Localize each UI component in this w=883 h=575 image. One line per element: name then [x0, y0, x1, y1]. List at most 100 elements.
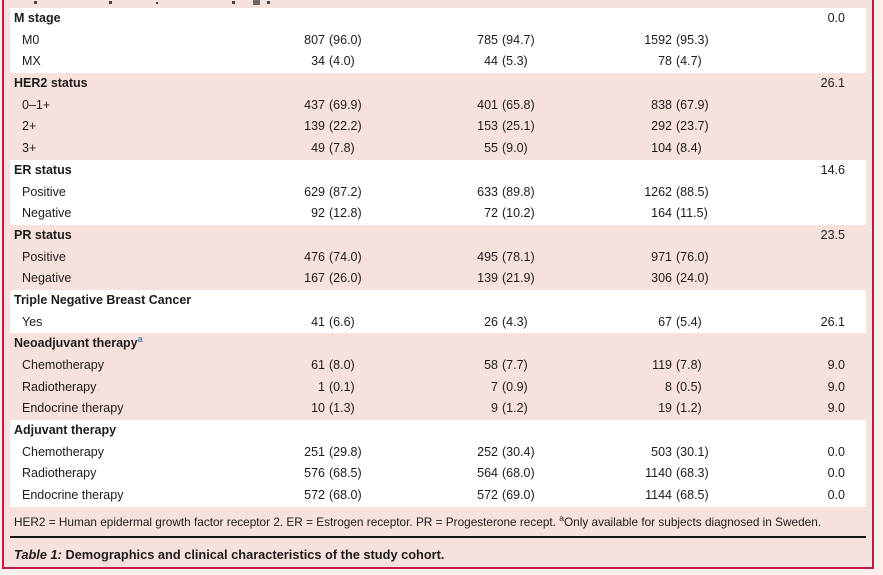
cell-cohort-1: [265, 290, 438, 312]
cell-cohort-2: 72 (10.2): [484, 206, 535, 221]
cell-cohort-1: 139 (22.2): [304, 119, 362, 134]
row-label: Endocrine therapy: [22, 401, 124, 416]
table-section: M stage 0.0 M0 807 (96.0) 785 (94.7) 1592 (95.3)…: [10, 8, 866, 74]
cell-missing-pct: 14.6: [820, 162, 845, 177]
cell-missing-pct: [722, 95, 866, 117]
cell-cohort-2: [438, 225, 612, 247]
row-label: MX: [22, 54, 41, 69]
cell-total: 306 (24.0): [651, 271, 709, 286]
cell-cohort-2: 401 (65.8): [477, 97, 535, 112]
cell-cohort-1: 92 (12.8): [311, 206, 362, 221]
table-row: Radiotherapy 576 (68.5) 564 (68.0) 1140 (68.3)…: [10, 463, 866, 485]
cell-cohort-1: 476 (74.0): [304, 249, 362, 264]
row-label: M stage: [14, 11, 61, 25]
cell-missing-pct: [722, 138, 866, 160]
cell-cohort-2: 26 (4.3): [484, 314, 528, 329]
cell-cohort-1: [265, 160, 438, 182]
demographics-table: M stage 0.0 M0 807 (96.0) 785 (94.7) 1592 (95.3)…: [10, 8, 866, 507]
cell-missing-pct: [722, 51, 866, 73]
cell-cohort-2: 252 (30.4): [477, 444, 535, 459]
cell-total: [612, 225, 722, 247]
table-group-header-row: Triple Negative Breast Cancer: [10, 290, 866, 312]
footnote-marker: a: [559, 512, 564, 523]
table-section: Adjuvant therapy Chemotherapy 251 (29.8) 252…: [10, 420, 866, 507]
footnote-text-pre: HER2 = Human epidermal growth factor rec…: [14, 514, 560, 529]
table-row: Yes 41 (6.6) 26 (4.3) 67 (5.4) 26.1: [10, 312, 866, 334]
cell-total: 8 (0.5): [665, 379, 702, 394]
cell-total: 292 (23.7): [651, 119, 709, 134]
cell-missing-pct: [722, 203, 866, 225]
row-label: ER status: [14, 162, 72, 177]
cell-cohort-1: 629 (87.2): [304, 184, 362, 199]
cell-missing-pct: [722, 30, 866, 52]
cell-cohort-2: [438, 333, 612, 355]
cell-missing-pct: [722, 182, 866, 204]
footnote-text-post: Only available for subjects diagnosed in…: [563, 514, 822, 529]
row-label: Radiotherapy: [22, 466, 97, 481]
cell-cohort-1: 49 (7.8): [311, 141, 355, 156]
table-group-header-row: HER2 status 26.1: [10, 73, 866, 95]
row-label: Endocrine therapy: [22, 488, 124, 503]
row-label: Negative: [22, 271, 72, 286]
cell-total: [612, 8, 722, 30]
table-row: 2+ 139 (22.2) 153 (25.1) 292 (23.7): [10, 116, 866, 138]
cell-total: 1262 (88.5): [644, 184, 709, 199]
row-label: Adjuvant therapy: [14, 423, 117, 438]
table-row: Endocrine therapy 10 (1.3) 9 (1.2) 19 (1.2) 9.0: [10, 398, 866, 420]
cell-total: [612, 73, 722, 95]
table-group-header-row: PR status 23.5: [10, 225, 866, 247]
cell-missing-pct: 26.1: [820, 314, 845, 329]
table-row: Negative 92 (12.8) 72 (10.2) 164 (11.5): [10, 203, 866, 225]
cell-total: 503 (30.1): [651, 444, 709, 459]
caption-divider-rule: [10, 535, 866, 538]
table-row: M0 807 (96.0) 785 (94.7) 1592 (95.3): [10, 30, 866, 52]
cell-missing-pct: [722, 333, 866, 355]
row-label: Triple Negative Breast Cancer: [14, 292, 192, 307]
table-group-header-row: Adjuvant therapy: [10, 420, 866, 442]
cell-cohort-1: 41 (6.6): [311, 314, 355, 329]
cell-total: 971 (76.0): [651, 249, 709, 264]
cell-cohort-1: [265, 333, 438, 355]
cell-cohort-1: 807 (96.0): [304, 32, 362, 47]
row-label: Radiotherapy: [22, 379, 97, 394]
cell-cohort-2: 139 (21.9): [477, 271, 535, 286]
cell-missing-pct: 0.0: [827, 466, 845, 481]
cell-total: 1144 (68.5): [645, 488, 709, 503]
cell-missing-pct: 9.0: [827, 358, 845, 372]
cell-cohort-2: 9 (1.2): [491, 401, 528, 416]
cell-cohort-2: [438, 160, 612, 182]
table-row: Radiotherapy 1 (0.1) 7 (0.9) 8 (0.5) 9.0: [10, 377, 866, 399]
cell-total: 1140 (68.3): [645, 466, 709, 481]
row-label: 3+: [22, 141, 37, 156]
table-frame: M stage 0.0 M0 807 (96.0) 785 (94.7) 1592 (95.3)…: [2, 0, 874, 569]
cell-cohort-1: [265, 225, 438, 247]
cell-total: [612, 420, 722, 442]
cell-total: 164 (11.5): [651, 206, 708, 221]
table-section: Triple Negative Breast Cancer Yes 41 (6.6) 2…: [10, 289, 866, 334]
table-row: Chemotherapy 61 (8.0) 58 (7.7) 119 (7.8) 9.0: [10, 355, 866, 377]
cell-cohort-2: 495 (78.1): [477, 249, 535, 264]
table-section: Neoadjuvant therapya Chemotherapy 61 (8.0) 5…: [10, 333, 866, 420]
row-label: Positive: [22, 249, 66, 264]
row-label: Yes: [22, 314, 43, 329]
cell-cohort-2: 7 (0.9): [491, 379, 528, 394]
cell-cohort-1: 251 (29.8): [304, 444, 362, 459]
cell-missing-pct: 26.1: [820, 76, 845, 91]
cell-missing-pct: [722, 290, 866, 312]
cell-cohort-1: [265, 8, 438, 30]
cell-missing-pct: 9.0: [827, 401, 845, 416]
cell-total: 838 (67.9): [651, 97, 709, 112]
row-label: Neoadjuvant therapya: [14, 334, 143, 351]
cell-cohort-2: 564 (68.0): [477, 466, 535, 481]
row-label: Chemotherapy: [22, 358, 104, 372]
table-caption-label: Table 1:: [14, 546, 62, 562]
row-label: M0: [22, 32, 40, 47]
row-label: Negative: [22, 206, 72, 221]
cell-total: [612, 290, 722, 312]
cell-missing-pct: [722, 420, 866, 442]
cell-missing-pct: 0.0: [827, 488, 845, 503]
row-label: PR status: [14, 227, 72, 242]
cell-total: [612, 333, 722, 355]
row-label: Positive: [22, 184, 66, 199]
row-label: 2+: [22, 119, 37, 134]
